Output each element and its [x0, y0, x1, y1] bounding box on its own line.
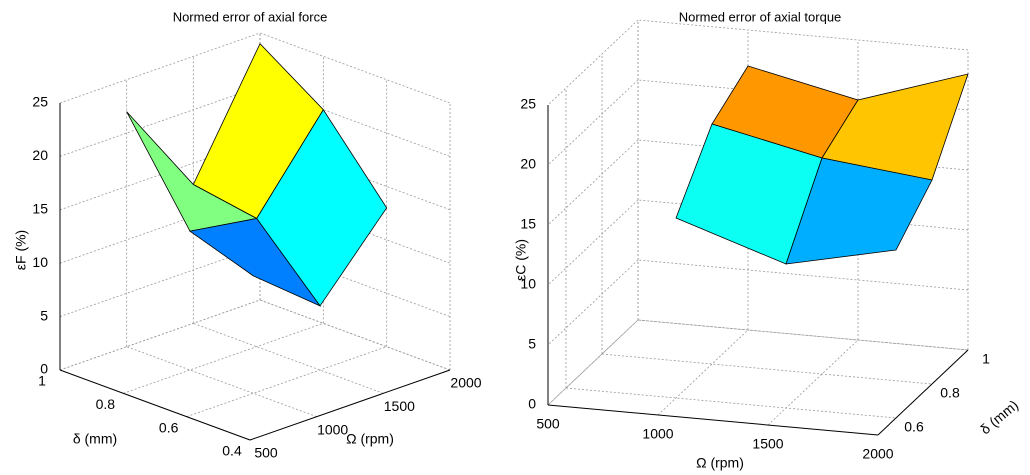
z-tick-label: 5: [40, 307, 48, 323]
y-tick-label: 0.4: [222, 443, 242, 459]
y-tick-label: 1: [38, 373, 46, 389]
z-tick-label: 20: [32, 147, 48, 163]
z-tick-label: 0: [528, 396, 536, 412]
grid-line: [123, 322, 324, 394]
z-tick-label: 10: [32, 254, 48, 270]
y-tick-label: 0.8: [940, 385, 960, 401]
grid-line: [547, 259, 639, 346]
z-tick-label: 0: [40, 361, 48, 377]
grid-line: [767, 339, 859, 426]
z-tick-label: 20: [520, 156, 536, 172]
grid-line: [59, 32, 261, 104]
z-tick-label: 5: [528, 336, 536, 352]
chart-title: Normed error of axial force: [173, 9, 328, 24]
grid-line: [565, 387, 897, 419]
grid-line: [59, 86, 261, 157]
z-tick-label: 15: [32, 201, 48, 217]
grid-line: [547, 199, 639, 286]
x-axis-label: Ω (rpm): [696, 455, 744, 471]
grid-line: [59, 246, 261, 317]
z-axis-label: εF (%): [13, 230, 29, 270]
grid-line: [59, 299, 261, 371]
axis-line: [59, 369, 251, 441]
x-tick-label: 2000: [862, 446, 893, 462]
y-axis-label: δ (mm): [977, 397, 1021, 438]
x-tick-label: 500: [536, 416, 560, 432]
grid-line: [547, 79, 639, 166]
y-tick-label: 1: [982, 351, 990, 367]
z-tick-label: 15: [520, 216, 536, 232]
grid-line: [193, 322, 384, 394]
y-tick-label: 0.8: [96, 396, 116, 412]
grid-line: [547, 139, 639, 226]
y-axis-label: δ (mm): [73, 431, 117, 447]
grid-line: [657, 329, 749, 416]
z-tick-label: 10: [520, 276, 536, 292]
y-tick-label: 0.6: [159, 419, 179, 435]
grid-line: [126, 346, 317, 418]
z-tick-label: 25: [32, 94, 48, 110]
x-tick-label: 500: [254, 445, 278, 461]
x-axis-label: Ω (rpm): [346, 431, 394, 447]
surface-face: [188, 218, 322, 307]
grid-line: [637, 19, 969, 51]
z-tick-label: 25: [520, 96, 536, 112]
x-tick-label: 1500: [752, 436, 783, 452]
z-axis-label: εC (%): [513, 239, 529, 281]
axis-line: [877, 349, 969, 436]
chart-title: Normed error of axial torque: [679, 9, 842, 24]
x-tick-label: 2000: [450, 375, 481, 391]
axis-line: [547, 404, 879, 436]
surface-face: [785, 157, 933, 265]
grid-line: [547, 19, 639, 106]
x-tick-label: 1500: [384, 398, 415, 414]
grid-line: [637, 259, 969, 291]
x-tick-label: 1000: [317, 421, 348, 437]
grid-line: [186, 346, 387, 418]
grid-line: [601, 353, 933, 385]
axis-line: [249, 369, 451, 441]
grid-line: [259, 299, 451, 371]
grid-line: [547, 319, 639, 406]
x-tick-label: 1000: [642, 426, 673, 442]
y-tick-label: 0.6: [904, 419, 924, 435]
grid-line: [259, 32, 451, 104]
grid-line: [637, 319, 969, 351]
